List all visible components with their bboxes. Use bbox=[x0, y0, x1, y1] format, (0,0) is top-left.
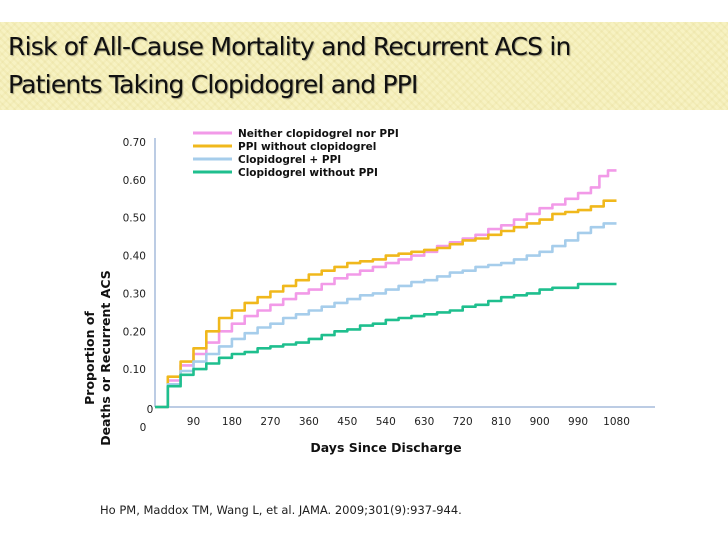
series-line-4 bbox=[155, 282, 617, 409]
y-axis-label-line-1: Proportion of bbox=[82, 311, 97, 405]
legend-label: PPI without clopidogrel bbox=[238, 141, 376, 153]
y-axis-label: Proportion of Deaths or Recurrent ACS bbox=[82, 270, 113, 446]
x-tick-label: 450 bbox=[337, 416, 357, 428]
x-tick-label: 1080 bbox=[603, 416, 630, 428]
y-axis-label-line-2: Deaths or Recurrent ACS bbox=[98, 270, 113, 446]
y-tick-label: 0.60 bbox=[123, 175, 146, 187]
y-tick-label: 0.70 bbox=[123, 137, 146, 149]
y-tick-label: 0.20 bbox=[123, 326, 146, 338]
slide-title-line-2: Patients Taking Clopidogrel and PPI bbox=[8, 70, 418, 99]
x-tick-label: 810 bbox=[491, 416, 511, 428]
x-origin-label: 0 bbox=[140, 422, 147, 434]
x-tick-label: 360 bbox=[299, 416, 319, 428]
y-tick-label: 0.30 bbox=[123, 288, 146, 300]
x-tick-labels: 90 180 270 360 450 540 630 720 810 900 990 1080 bbox=[187, 416, 630, 428]
title-band bbox=[0, 22, 728, 110]
x-tick-label: 90 bbox=[187, 416, 200, 428]
legend-label: Neither clopidogrel nor PPI bbox=[238, 128, 399, 140]
x-tick-label: 180 bbox=[222, 416, 242, 428]
citation: Ho PM, Maddox TM, Wang L, et al. JAMA. 2… bbox=[100, 503, 462, 517]
x-tick-label: 720 bbox=[453, 416, 473, 428]
x-tick-label: 630 bbox=[414, 416, 434, 428]
series-line-2 bbox=[155, 199, 617, 409]
slide-title-line-1: Risk of All-Cause Mortality and Recurren… bbox=[8, 32, 571, 61]
chart-axes bbox=[154, 138, 655, 408]
series-lines bbox=[155, 169, 617, 409]
x-tick-label: 990 bbox=[568, 416, 588, 428]
y-tick-label: 0.10 bbox=[123, 364, 146, 376]
x-tick-label: 900 bbox=[530, 416, 550, 428]
series-line-1 bbox=[155, 169, 617, 409]
x-tick-label: 540 bbox=[376, 416, 396, 428]
series-line-3 bbox=[155, 222, 617, 409]
x-tick-label: 270 bbox=[260, 416, 280, 428]
x-axis-label: Days Since Discharge bbox=[310, 440, 461, 455]
legend-label: Clopidogrel + PPI bbox=[238, 154, 341, 166]
y-origin-label: 0 bbox=[147, 404, 154, 416]
legend-label: Clopidogrel without PPI bbox=[238, 167, 378, 179]
y-tick-labels: 0.10 0.20 0.30 0.40 0.50 0.60 0.70 bbox=[123, 137, 146, 376]
y-tick-label: 0.40 bbox=[123, 251, 146, 263]
y-tick-label: 0.50 bbox=[123, 213, 146, 225]
slide-title: Risk of All-Cause Mortality and Recurren… bbox=[8, 28, 723, 104]
